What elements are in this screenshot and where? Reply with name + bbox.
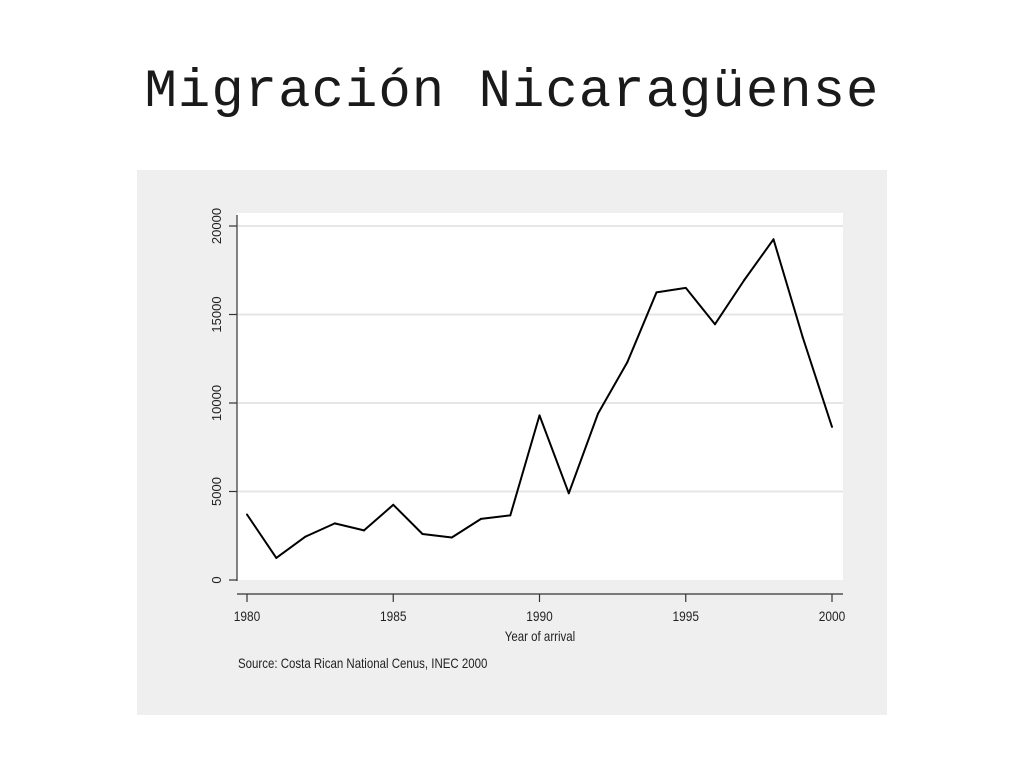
y-tick-label: 0 <box>209 576 224 583</box>
data-point <box>684 286 687 289</box>
chart-frame: 0 5000 10000 15000 20000 1980 1985 1990 1995 200… <box>137 170 887 715</box>
data-point <box>275 556 278 559</box>
y-ticks: 0 5000 10000 15000 20000 <box>209 208 237 584</box>
source-note: Source: Costa Rican National Cenus, INEC… <box>238 655 487 671</box>
data-point <box>714 323 716 326</box>
data-point <box>772 238 775 241</box>
data-point <box>363 529 365 532</box>
data-point <box>392 503 395 506</box>
y-tick-label: 5000 <box>209 477 224 506</box>
data-point <box>450 536 453 539</box>
data-point <box>567 492 570 495</box>
x-tick-label: 1990 <box>526 608 552 624</box>
data-point <box>597 412 599 415</box>
plot-area <box>237 213 843 580</box>
data-point <box>246 513 248 516</box>
data-point <box>509 514 512 517</box>
data-point <box>626 361 629 364</box>
data-point <box>831 425 833 428</box>
x-tick-label: 1980 <box>234 608 260 624</box>
y-tick-label: 10000 <box>209 385 224 421</box>
x-ticks: 1980 1985 1990 1995 2000 <box>234 594 845 624</box>
data-point <box>421 532 424 535</box>
data-point <box>655 291 658 294</box>
data-point <box>333 522 336 525</box>
data-point <box>480 517 482 520</box>
data-point <box>743 278 746 281</box>
slide-title: Migración Nicaragüense <box>144 62 880 123</box>
data-point <box>304 535 307 538</box>
x-tick-label: 1985 <box>380 608 406 624</box>
x-tick-label: 1995 <box>673 608 699 624</box>
data-point <box>801 336 804 339</box>
x-axis-label: Year of arrival <box>505 628 575 644</box>
y-tick-label: 15000 <box>209 296 224 332</box>
data-point <box>538 414 541 417</box>
y-tick-label: 20000 <box>209 208 224 244</box>
x-tick-label: 2000 <box>819 608 845 624</box>
line-chart: 0 5000 10000 15000 20000 1980 1985 1990 1995 200… <box>209 208 845 671</box>
grid-lines <box>238 225 843 493</box>
data-points <box>246 238 833 559</box>
